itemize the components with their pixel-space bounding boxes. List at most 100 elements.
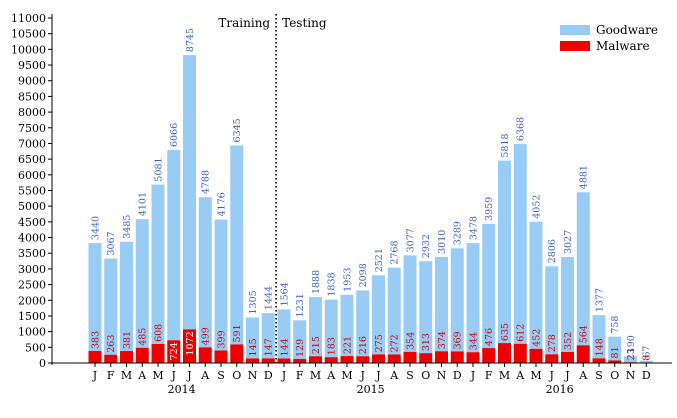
x-tick-label: J [564, 369, 569, 382]
year-label: 2016 [546, 383, 574, 396]
label-goodware: 758 [610, 316, 621, 334]
bar-goodware [545, 266, 559, 355]
bar-goodware [356, 290, 370, 357]
label-goodware: 8745 [185, 28, 196, 52]
bar-malware [576, 345, 590, 363]
x-tick-label: N [248, 369, 258, 382]
x-tick-label: O [421, 369, 430, 382]
x-tick-label: M [152, 369, 163, 382]
label-goodware: 1953 [343, 268, 354, 292]
bar-goodware [608, 336, 622, 361]
bar-malware [277, 358, 291, 363]
bar-malware [340, 356, 354, 363]
x-tick-label: J [549, 369, 554, 382]
label-malware: 1072 [185, 331, 196, 355]
bar-malware [592, 358, 606, 363]
y-tick-label: 0 [39, 357, 46, 370]
bar-malware [450, 351, 464, 363]
y-tick-label: 4500 [18, 216, 46, 229]
bar-malware [498, 343, 511, 363]
label-malware: 272 [390, 334, 401, 352]
bar-goodware [482, 223, 496, 349]
x-tick-label: F [296, 369, 304, 382]
x-tick-label: A [578, 369, 588, 382]
bar-malware [183, 329, 196, 363]
label-malware: 8 [642, 355, 653, 361]
legend-label-malware: Malware [596, 39, 650, 53]
label-goodware: 2768 [390, 240, 401, 264]
label-goodware: 3959 [484, 197, 495, 221]
label-malware: 216 [358, 336, 369, 354]
x-tick-label: F [107, 369, 115, 382]
bar-goodware [419, 261, 433, 354]
bar-goodware [293, 320, 307, 359]
bar-malware [246, 358, 259, 363]
label-goodware: 2932 [421, 234, 432, 258]
label-malware: 147 [264, 338, 275, 356]
x-tick-label: J [186, 369, 191, 382]
y-tick-label: 1500 [18, 310, 46, 323]
bar-malware [403, 351, 417, 363]
label-malware: 275 [374, 334, 385, 352]
x-tick-label: J [360, 369, 365, 382]
legend: Goodware Malware [560, 23, 658, 53]
testing-label: Testing [282, 16, 327, 30]
x-tick-label: M [310, 369, 321, 382]
y-tick-label: 6000 [18, 169, 46, 182]
x-tick-label: M [530, 369, 541, 382]
label-goodware: 1305 [248, 290, 259, 314]
year-label: 2015 [357, 383, 385, 396]
y-tick-label: 500 [25, 341, 46, 354]
label-goodware: 1444 [264, 286, 275, 310]
bars [88, 55, 653, 363]
bar-goodware [104, 258, 118, 355]
y-tick-label: 5000 [18, 200, 46, 213]
label-malware: 452 [532, 329, 543, 347]
bar-goodware [466, 243, 480, 353]
bar-goodware [624, 356, 637, 363]
y-tick-label: 3500 [18, 247, 46, 260]
bar-goodware [576, 192, 590, 346]
bar-malware [387, 354, 401, 363]
y-tick-label: 8000 [18, 106, 46, 119]
label-goodware: 6066 [169, 123, 180, 147]
bar-malware [88, 350, 102, 363]
legend-swatch-malware [560, 41, 590, 51]
y-axis: 0 500 1000 1500 2000 2500 3000 3500 4000 4500 5000… [11, 12, 53, 370]
label-goodware: 1231 [295, 293, 306, 317]
y-tick-label: 3000 [18, 263, 46, 276]
x-tick-label: D [264, 369, 273, 382]
bar-goodware [639, 360, 653, 363]
bar-malware [419, 353, 433, 363]
bar-goodware [309, 297, 322, 357]
bar-goodware [450, 248, 464, 352]
label-goodware: 3077 [406, 228, 417, 252]
label-goodware: 4176 [217, 192, 228, 216]
bar-goodware [324, 299, 338, 358]
label-malware: 399 [217, 330, 228, 348]
bar-goodware [435, 256, 448, 352]
bar-malware [372, 354, 385, 363]
label-malware: 145 [248, 338, 259, 356]
bar-malware [608, 360, 622, 363]
x-tick-label: D [642, 369, 651, 382]
bar-malware [309, 356, 322, 363]
label-goodware: 67 [642, 346, 653, 358]
bar-malware [529, 348, 543, 363]
x-tick-label: S [406, 369, 414, 382]
bar-goodware [246, 317, 259, 359]
bar-malware [466, 352, 480, 363]
label-goodware: 3289 [453, 221, 464, 245]
label-goodware: 4101 [138, 192, 149, 216]
label-malware: 354 [406, 332, 417, 350]
x-tick-label: J [92, 369, 97, 382]
x-tick-label: A [326, 369, 336, 382]
bar-malware [214, 350, 228, 363]
x-tick-label: S [595, 369, 603, 382]
label-malware: 144 [280, 338, 291, 356]
label-goodware: 1888 [311, 270, 322, 294]
bar-goodware [135, 219, 149, 348]
bar-malware [482, 348, 496, 363]
x-tick-label: A [137, 369, 147, 382]
x-tick-label: N [626, 369, 636, 382]
